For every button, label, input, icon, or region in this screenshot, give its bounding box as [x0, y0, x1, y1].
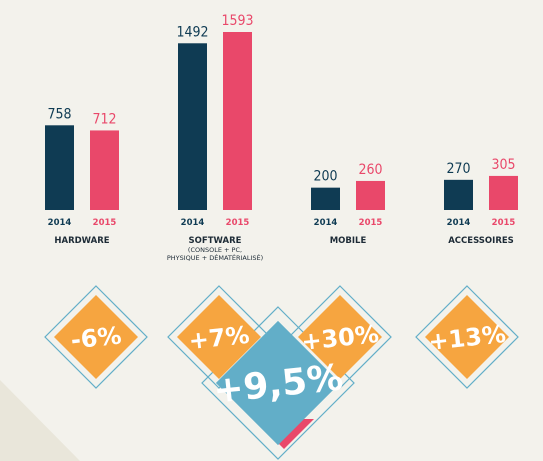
diamond-shape [298, 295, 382, 379]
category-label-software: SOFTWARE [189, 236, 242, 246]
data-label-hardware-2014: 758 [47, 106, 71, 122]
year-label-hardware-2014: 2014 [48, 218, 72, 228]
year-label-accessoires-2014: 2014 [447, 218, 471, 228]
category-note-software-line2: PHYSIQUE + DÉMATÉRIALISÉ) [167, 253, 263, 262]
bar-software-2015 [223, 32, 252, 210]
background-shape [0, 380, 80, 461]
year-label-mobile-2014: 2014 [314, 218, 338, 228]
year-label-hardware-2015: 2015 [93, 218, 117, 228]
year-label-accessoires-2015: 2015 [492, 218, 516, 228]
bar-software-2014 [178, 43, 207, 210]
diamond-shape [54, 295, 138, 379]
data-label-accessoires-2015: 305 [491, 157, 515, 173]
data-label-software-2015: 1593 [221, 13, 253, 29]
diamond-outline [288, 285, 392, 389]
bar-accessoires-2014 [444, 179, 473, 210]
year-label-mobile-2015: 2015 [359, 218, 383, 228]
bar-hardware-2014 [45, 125, 74, 210]
category-label-accessoires: ACCESSOIRES [448, 236, 514, 246]
change-label-hardware: -6% [69, 321, 122, 354]
year-label-software-2014: 2014 [181, 218, 205, 228]
data-label-mobile-2015: 260 [358, 162, 382, 178]
bar-mobile-2015 [356, 180, 385, 210]
diamond-shape [177, 295, 261, 379]
change-label-software: +7% [187, 321, 250, 355]
category-label-mobile: MOBILE [330, 236, 367, 246]
category-label-hardware: HARDWARE [54, 236, 109, 246]
data-label-accessoires-2014: 270 [446, 161, 470, 177]
bar-mobile-2014 [311, 187, 340, 210]
category-note-software-line1: (CONSOLE + PC, [188, 246, 242, 254]
total-diamond-top [216, 321, 340, 445]
diamond-shape [425, 295, 509, 379]
diamond-outline [44, 285, 148, 389]
data-label-mobile-2014: 200 [313, 169, 337, 185]
bar-accessoires-2015 [489, 175, 518, 210]
bar-hardware-2015 [90, 130, 119, 210]
diamond-outline [167, 285, 271, 389]
data-label-hardware-2015: 712 [92, 111, 116, 127]
diamond-outline [415, 285, 519, 389]
year-label-software-2015: 2015 [226, 218, 250, 228]
data-label-software-2014: 1492 [176, 24, 208, 40]
